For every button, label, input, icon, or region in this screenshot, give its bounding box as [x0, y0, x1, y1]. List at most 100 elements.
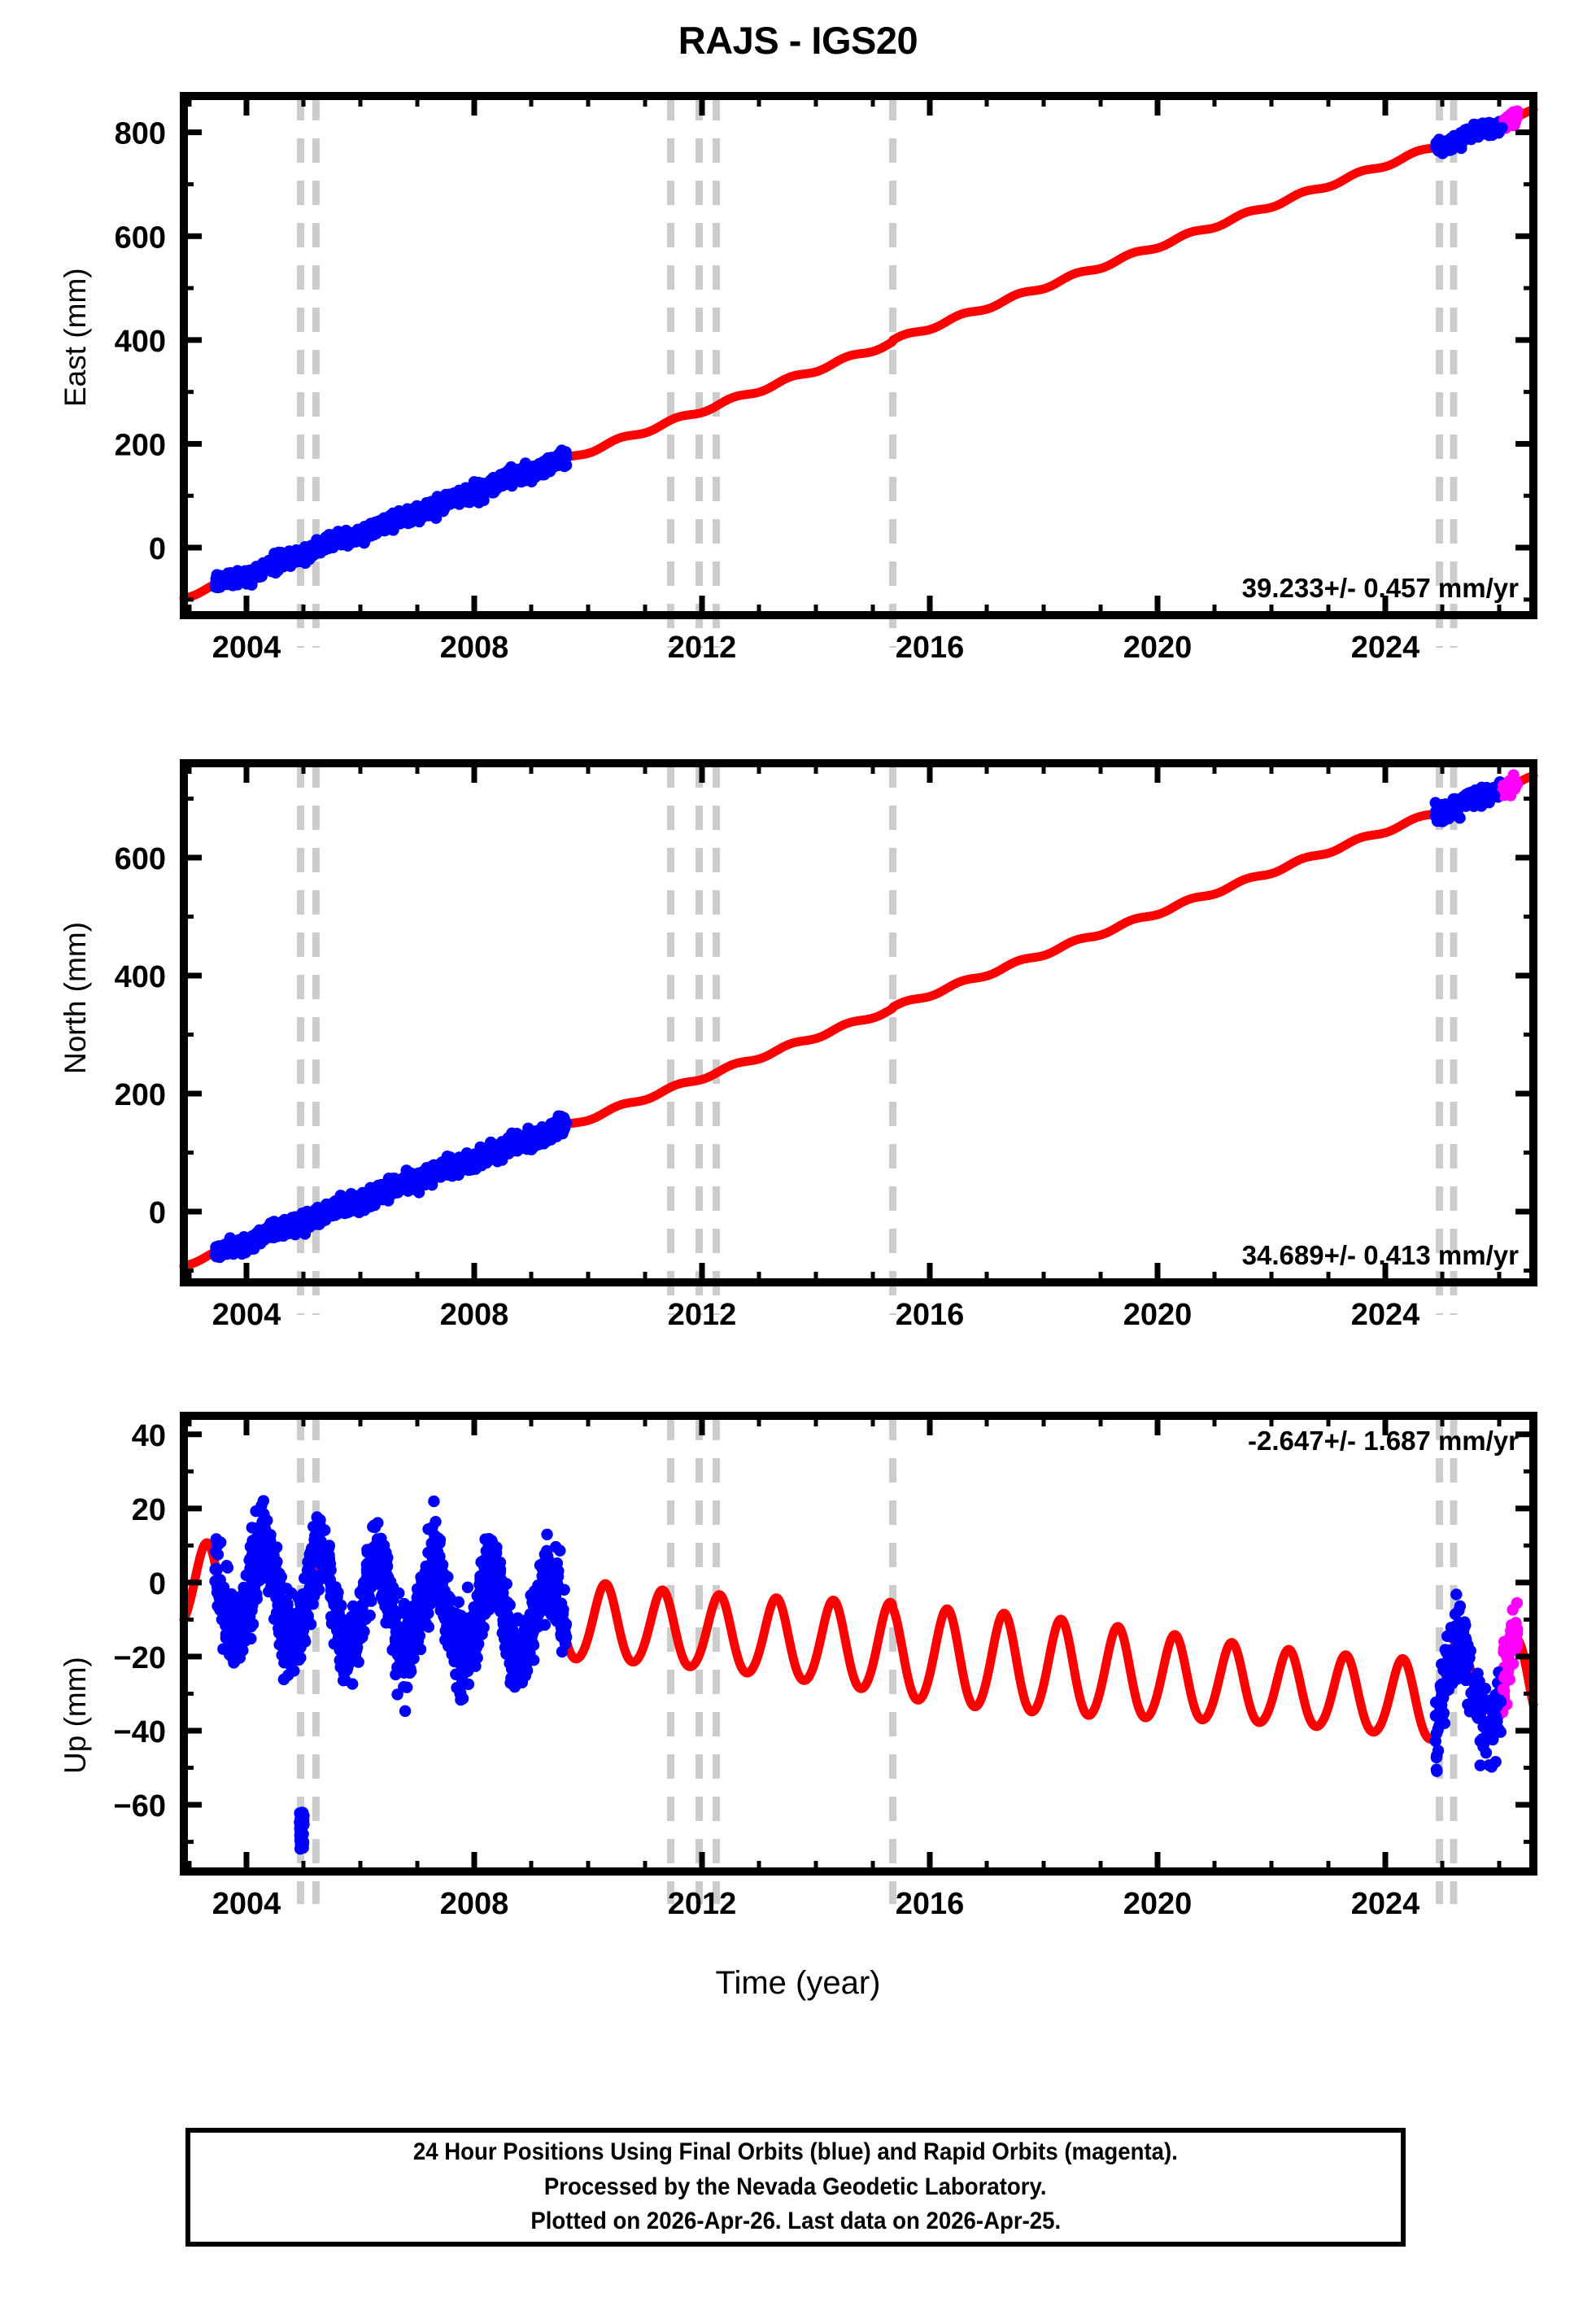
data-point-final	[491, 483, 503, 495]
data-point-final	[342, 1206, 355, 1218]
data-point-final	[460, 491, 473, 504]
data-point-final	[468, 476, 481, 488]
data-point-final	[428, 1495, 440, 1508]
data-point-final	[277, 552, 290, 565]
data-point-final	[432, 1161, 445, 1173]
data-point-final	[376, 1186, 388, 1198]
data-points-group	[209, 769, 1524, 1264]
data-point-final	[435, 496, 447, 509]
data-point-final	[347, 1194, 360, 1207]
data-point-final	[370, 523, 382, 535]
data-points-group	[209, 1495, 1524, 1855]
data-point-rapid	[1510, 107, 1522, 119]
y-tick-label: 600	[115, 842, 166, 876]
east-rate-annotation: 39.233+/- 0.457 mm/yr	[1242, 573, 1519, 603]
y-tick-label: 800	[115, 117, 166, 151]
data-point-final	[391, 1178, 403, 1190]
x-tick-label: 2020	[1123, 1298, 1193, 1332]
data-points-group	[209, 105, 1524, 594]
data-point-rapid	[1511, 778, 1524, 791]
data-point-final	[508, 466, 521, 478]
east-panel: 2004 2008 2012 2016 2020 2024 0 200 400 600 800 39.…	[0, 0, 1596, 700]
data-point-final	[1454, 812, 1466, 824]
x-tick-label: 2004	[212, 631, 281, 665]
y-tick-label: 600	[115, 221, 166, 255]
x-tick-label: 2020	[1123, 631, 1193, 665]
data-point-final	[473, 1159, 486, 1171]
y-tick-label: 0	[149, 532, 166, 566]
data-point-final	[256, 561, 268, 574]
data-point-final	[523, 467, 536, 479]
data-point-final	[540, 458, 552, 470]
data-point-final	[326, 1201, 339, 1214]
data-point-final	[1488, 789, 1501, 801]
data-point-final	[550, 1540, 562, 1553]
data-point-final	[1429, 797, 1441, 809]
data-point-final	[1461, 132, 1473, 144]
data-point-final	[495, 1148, 507, 1160]
data-point-rapid	[1504, 116, 1516, 128]
data-point-final	[558, 1112, 570, 1125]
data-point-final	[230, 1243, 243, 1255]
data-point-final	[1433, 133, 1446, 146]
north-panel: 2004 2008 2012 2016 2020 2024 0 200 400 600 34.689…	[0, 667, 1596, 1367]
data-point-final	[351, 527, 363, 539]
data-point-final	[247, 1234, 259, 1246]
data-point-final	[555, 446, 567, 459]
data-point-final	[527, 1127, 539, 1139]
data-point-final	[414, 1177, 426, 1190]
data-point-final	[311, 1211, 323, 1224]
data-point-final	[421, 504, 434, 517]
x-tick-label: 2012	[668, 631, 737, 665]
data-point-final	[324, 539, 336, 552]
data-point-final	[242, 570, 255, 582]
data-point-final	[430, 1515, 442, 1528]
data-point-final	[286, 555, 299, 567]
x-tick-label: 2012	[668, 1298, 737, 1332]
x-tick-label: 2024	[1351, 1298, 1420, 1332]
data-point-final	[321, 531, 334, 543]
x-tick-label: 2016	[896, 631, 965, 665]
data-point-final	[216, 1243, 229, 1255]
data-point-final	[404, 1179, 417, 1192]
data-point-final	[441, 1151, 454, 1163]
data-point-final	[456, 1156, 469, 1168]
data-point-final	[544, 1125, 556, 1138]
y-tick-label: 200	[115, 428, 166, 462]
north-rate-annotation: 34.689+/- 0.413 mm/yr	[1242, 1240, 1519, 1270]
data-point-final	[1443, 134, 1456, 147]
data-point-final	[211, 1548, 224, 1560]
data-point-final	[1432, 145, 1445, 157]
data-point-final	[358, 537, 370, 549]
x-tick-label: 2008	[440, 1298, 509, 1332]
y-tick-label: 400	[115, 325, 166, 359]
data-point-final	[287, 1220, 299, 1232]
data-point-final	[210, 576, 223, 588]
axes-frame	[180, 759, 1537, 1286]
data-point-final	[402, 517, 414, 530]
data-point-final	[263, 1223, 276, 1236]
up-panel: 2004 2008 2012 2016 2020 2024 40 20 0 −20 −40 −60 -2…	[0, 1334, 1596, 1985]
data-point-final	[365, 1195, 377, 1208]
data-point-final	[443, 488, 456, 500]
data-point-final	[412, 510, 424, 523]
data-point-final	[272, 564, 284, 577]
data-point-final	[476, 1145, 489, 1158]
x-tick-label: 2008	[440, 631, 509, 665]
data-point-rapid	[1498, 788, 1511, 801]
data-point-final	[1463, 793, 1476, 806]
data-point-final	[471, 489, 484, 502]
data-point-final	[411, 500, 423, 513]
x-tick-label: 2016	[896, 1298, 965, 1332]
y-tick-label: 0	[149, 1196, 166, 1230]
data-point-final	[1477, 128, 1489, 140]
axes-frame	[180, 92, 1537, 619]
x-tick-label: 2024	[1351, 631, 1420, 665]
data-point-final	[219, 570, 232, 583]
data-point-final	[1476, 117, 1489, 129]
data-point-final	[447, 1167, 460, 1180]
data-point-final	[1496, 121, 1508, 134]
page-title: RAJS - IGS20	[678, 19, 918, 62]
y-tick-label: 400	[115, 960, 166, 994]
